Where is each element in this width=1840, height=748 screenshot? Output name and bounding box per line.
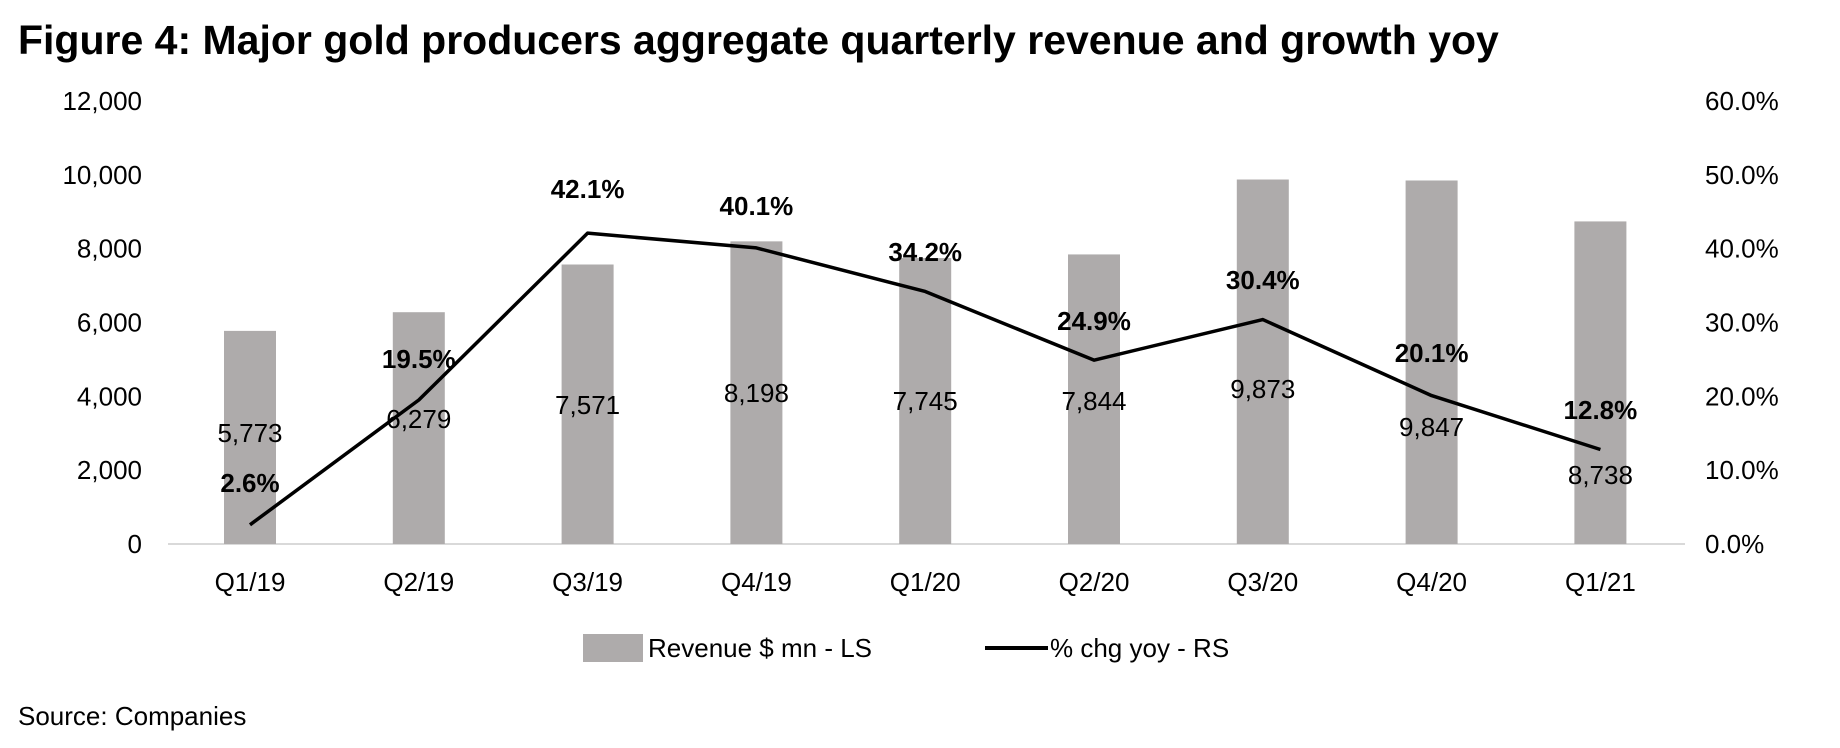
legend-label-growth: % chg yoy - RS xyxy=(1050,633,1229,663)
data-label-revenue: 7,571 xyxy=(555,390,620,420)
y-left-tick-label: 0 xyxy=(128,529,142,559)
legend: Revenue $ mn - LS % chg yoy - RS xyxy=(583,633,1229,663)
x-tick-label: Q2/19 xyxy=(383,567,454,597)
data-label-revenue: 5,773 xyxy=(217,418,282,448)
data-label-growth: 12.8% xyxy=(1564,395,1638,425)
x-tick-label: Q3/19 xyxy=(552,567,623,597)
data-label-revenue: 8,198 xyxy=(724,378,789,408)
bar-revenue xyxy=(1236,179,1289,545)
legend-label-revenue: Revenue $ mn - LS xyxy=(648,633,872,663)
y-right-tick-label: 0.0% xyxy=(1705,529,1764,559)
data-label-revenue: 7,844 xyxy=(1061,386,1126,416)
y-right-tick-label: 60.0% xyxy=(1705,86,1779,116)
data-label-revenue: 8,738 xyxy=(1568,460,1633,490)
data-label-growth: 30.4% xyxy=(1226,265,1300,295)
chart-title: Figure 4: Major gold producers aggregate… xyxy=(18,17,1499,63)
y-right-tick-label: 20.0% xyxy=(1705,381,1779,411)
bar-revenue xyxy=(1405,180,1458,545)
source-note: Source: Companies xyxy=(18,701,246,731)
x-tick-label: Q1/21 xyxy=(1565,567,1636,597)
data-label-growth: 24.9% xyxy=(1057,306,1131,336)
x-tick-label: Q3/20 xyxy=(1227,567,1298,597)
data-label-revenue: 9,847 xyxy=(1399,412,1464,442)
data-label-growth: 20.1% xyxy=(1395,338,1469,368)
bar-revenue xyxy=(392,312,445,544)
data-label-revenue: 6,279 xyxy=(386,404,451,434)
y-right-tick-label: 40.0% xyxy=(1705,234,1779,264)
bar-revenue xyxy=(561,264,614,544)
y-left-tick-label: 10,000 xyxy=(62,160,142,190)
y-left-tick-label: 8,000 xyxy=(77,234,142,264)
bar-revenue xyxy=(1068,254,1120,544)
x-tick-label: Q1/19 xyxy=(215,567,286,597)
y-left-tick-label: 12,000 xyxy=(62,86,142,116)
data-label-growth: 42.1% xyxy=(551,174,625,204)
y-right-tick-label: 30.0% xyxy=(1705,308,1779,338)
data-label-revenue: 7,745 xyxy=(893,386,958,416)
y-left-tick-label: 2,000 xyxy=(77,455,142,485)
y-left-tick-label: 6,000 xyxy=(77,308,142,338)
x-tick-label: Q1/20 xyxy=(890,567,961,597)
bar-revenue xyxy=(899,258,952,544)
y-left-tick-label: 4,000 xyxy=(77,381,142,411)
x-tick-label: Q2/20 xyxy=(1059,567,1130,597)
data-label-growth: 19.5% xyxy=(382,344,456,374)
bar-revenue xyxy=(730,241,783,544)
data-label-revenue: 9,873 xyxy=(1230,374,1295,404)
y-right-tick-label: 10.0% xyxy=(1705,455,1779,485)
x-tick-label: Q4/19 xyxy=(721,567,792,597)
bar-revenue xyxy=(224,330,276,544)
y-right-tick-label: 50.0% xyxy=(1705,160,1779,190)
legend-swatch-revenue xyxy=(583,634,643,662)
data-label-growth: 34.2% xyxy=(888,237,962,267)
bar-revenue xyxy=(1574,221,1627,544)
data-label-growth: 40.1% xyxy=(720,191,794,221)
data-label-growth: 2.6% xyxy=(220,468,279,498)
x-tick-label: Q4/20 xyxy=(1396,567,1467,597)
